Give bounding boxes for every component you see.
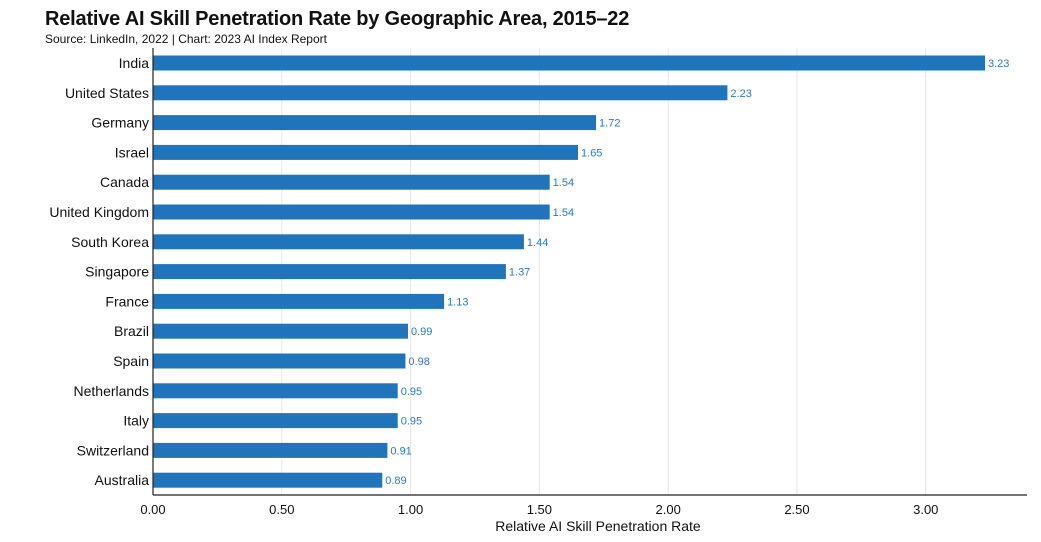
value-label: 0.91 bbox=[390, 445, 411, 457]
bar bbox=[153, 85, 728, 101]
bar bbox=[153, 204, 550, 220]
category-label: Australia bbox=[95, 472, 150, 488]
value-label: 1.72 bbox=[599, 118, 620, 130]
chart-title: Relative AI Skill Penetration Rate by Ge… bbox=[45, 8, 630, 30]
x-tick-label: 1.00 bbox=[398, 502, 423, 517]
value-label: 0.99 bbox=[411, 326, 432, 338]
value-label: 0.95 bbox=[401, 386, 422, 398]
category-label: United States bbox=[65, 85, 149, 101]
bar bbox=[153, 115, 597, 131]
bar bbox=[153, 413, 398, 429]
bar bbox=[153, 472, 383, 488]
bar bbox=[153, 442, 388, 458]
value-label: 0.89 bbox=[385, 475, 406, 487]
value-label: 1.44 bbox=[527, 237, 548, 249]
bar-layer bbox=[153, 55, 986, 488]
value-label: 2.23 bbox=[730, 88, 751, 100]
chart-subtitle: Source: LinkedIn, 2022 | Chart: 2023 AI … bbox=[45, 32, 327, 46]
bar bbox=[153, 293, 445, 309]
category-label: France bbox=[105, 293, 149, 309]
bar bbox=[153, 234, 524, 250]
bar bbox=[153, 174, 550, 190]
category-label: South Korea bbox=[71, 234, 149, 250]
category-label: United Kingdom bbox=[49, 204, 149, 220]
label-layer: India 3.23 United States 2.23 Germany 1.72 Isr… bbox=[49, 55, 1009, 488]
bar bbox=[153, 323, 409, 339]
category-label: Switzerland bbox=[77, 442, 149, 458]
category-label: Italy bbox=[123, 413, 149, 429]
category-label: Brazil bbox=[114, 323, 149, 339]
x-tick-labels: 0.00 0.50 1.00 1.50 2.00 2.50 3.00 bbox=[140, 502, 938, 517]
x-axis-title: Relative AI Skill Penetration Rate bbox=[495, 518, 701, 534]
value-label: 1.54 bbox=[553, 207, 574, 219]
bar bbox=[153, 144, 579, 160]
category-label: Israel bbox=[115, 144, 149, 160]
value-label: 0.98 bbox=[408, 356, 429, 368]
value-label: 1.13 bbox=[447, 296, 468, 308]
value-label: 0.95 bbox=[401, 416, 422, 428]
x-tick-label: 1.50 bbox=[527, 502, 552, 517]
category-label: Netherlands bbox=[74, 383, 150, 399]
value-label: 1.65 bbox=[581, 147, 602, 159]
bar bbox=[153, 353, 406, 369]
x-tick-label: 0.50 bbox=[269, 502, 294, 517]
value-label: 3.23 bbox=[988, 58, 1009, 70]
bar bbox=[153, 264, 506, 280]
category-label: Spain bbox=[113, 353, 149, 369]
bar bbox=[153, 383, 398, 399]
x-tick-label: 0.00 bbox=[140, 502, 165, 517]
x-tick-label: 3.00 bbox=[913, 502, 938, 517]
bar bbox=[153, 55, 986, 71]
value-label: 1.37 bbox=[509, 267, 530, 279]
category-label: India bbox=[119, 55, 150, 71]
x-tick-label: 2.50 bbox=[784, 502, 809, 517]
category-label: Singapore bbox=[85, 264, 149, 280]
category-label: Canada bbox=[100, 174, 149, 190]
category-label: Germany bbox=[91, 115, 149, 131]
x-tick-label: 2.00 bbox=[656, 502, 681, 517]
value-label: 1.54 bbox=[553, 177, 574, 189]
